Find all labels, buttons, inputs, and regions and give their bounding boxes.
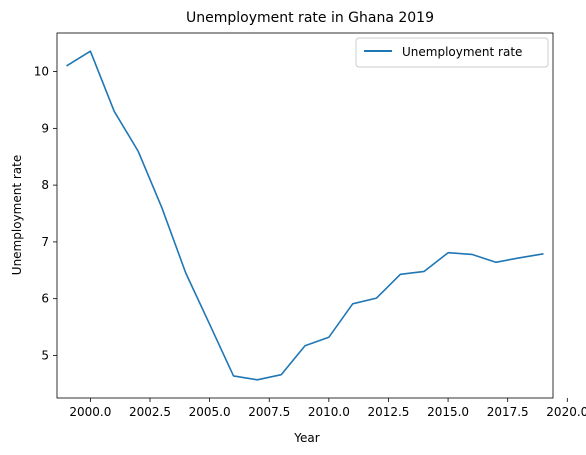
series-layer bbox=[66, 50, 544, 381]
y-axis: 5 6 7 8 9 10 bbox=[34, 65, 57, 362]
chart-title: Unemployment rate in Ghana 2019 bbox=[186, 10, 434, 26]
x-tick-label: 2017.5 bbox=[487, 405, 529, 419]
x-tick-label: 2012.5 bbox=[367, 405, 409, 419]
x-tick-label: 2020.0 bbox=[546, 405, 586, 419]
y-tick-label: 8 bbox=[41, 178, 49, 192]
x-tick-label: 2005.0 bbox=[189, 405, 231, 419]
series-line bbox=[66, 50, 544, 381]
x-tick-label: 2015.0 bbox=[427, 405, 469, 419]
x-tick-label: 2002.5 bbox=[129, 405, 171, 419]
legend-label: Unemployment rate bbox=[402, 45, 522, 59]
legend: Unemployment rate bbox=[355, 37, 549, 68]
y-axis-title: Unemployment rate bbox=[10, 155, 24, 275]
x-tick-label: 2000.0 bbox=[69, 405, 111, 419]
x-axis: 2000.0 2002.5 2005.0 2007.5 2010.0 2012.5 2015… bbox=[69, 398, 586, 419]
y-tick-label: 9 bbox=[41, 121, 49, 135]
y-tick-label: 7 bbox=[41, 235, 49, 249]
legend-box bbox=[355, 37, 549, 68]
y-tick-label: 6 bbox=[41, 292, 49, 306]
x-tick-label: 2007.5 bbox=[248, 405, 290, 419]
y-tick-label: 5 bbox=[41, 348, 49, 362]
plot-area bbox=[56, 32, 554, 399]
y-tick-label: 10 bbox=[34, 65, 49, 79]
x-tick-label: 2010.0 bbox=[308, 405, 350, 419]
x-axis-title: Year bbox=[293, 431, 319, 445]
